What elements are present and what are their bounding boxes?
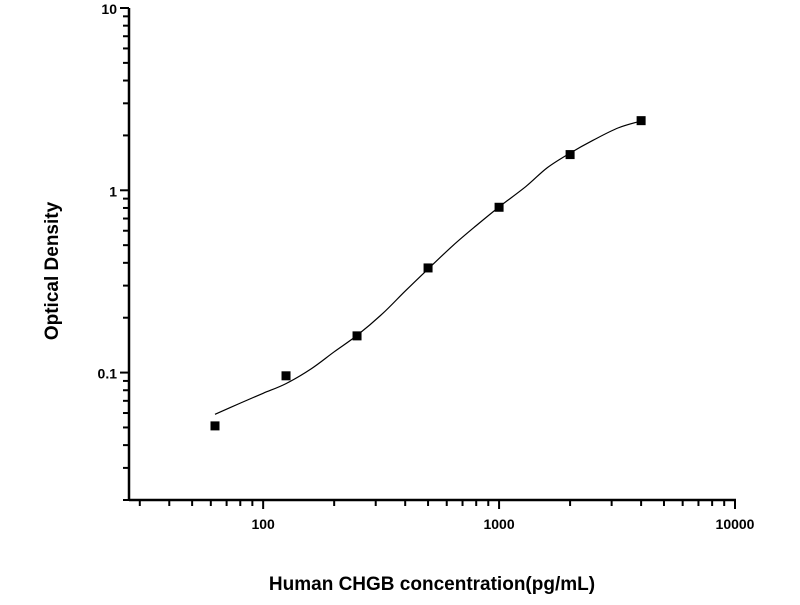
data-point bbox=[494, 202, 504, 212]
data-point bbox=[352, 331, 362, 341]
data-point bbox=[281, 371, 291, 381]
data-point bbox=[423, 263, 433, 273]
y-tick-label: 0.1 bbox=[98, 366, 118, 382]
data-point bbox=[565, 150, 575, 160]
x-axis-label: Human CHGB concentration(pg/mL) bbox=[269, 574, 595, 595]
x-tick-label: 100 bbox=[251, 516, 275, 532]
y-tick-label: 10 bbox=[101, 1, 117, 17]
x-tick-label: 10000 bbox=[716, 516, 755, 532]
data-point bbox=[210, 421, 220, 431]
data-point bbox=[636, 116, 646, 126]
marks bbox=[210, 116, 646, 431]
x-tick-label: 1000 bbox=[483, 516, 514, 532]
y-axis-label: Optical Density bbox=[42, 201, 63, 340]
y-tick-label: 1 bbox=[109, 183, 117, 199]
axes: 100 1000 10000 0.1 1 10 bbox=[98, 1, 755, 532]
